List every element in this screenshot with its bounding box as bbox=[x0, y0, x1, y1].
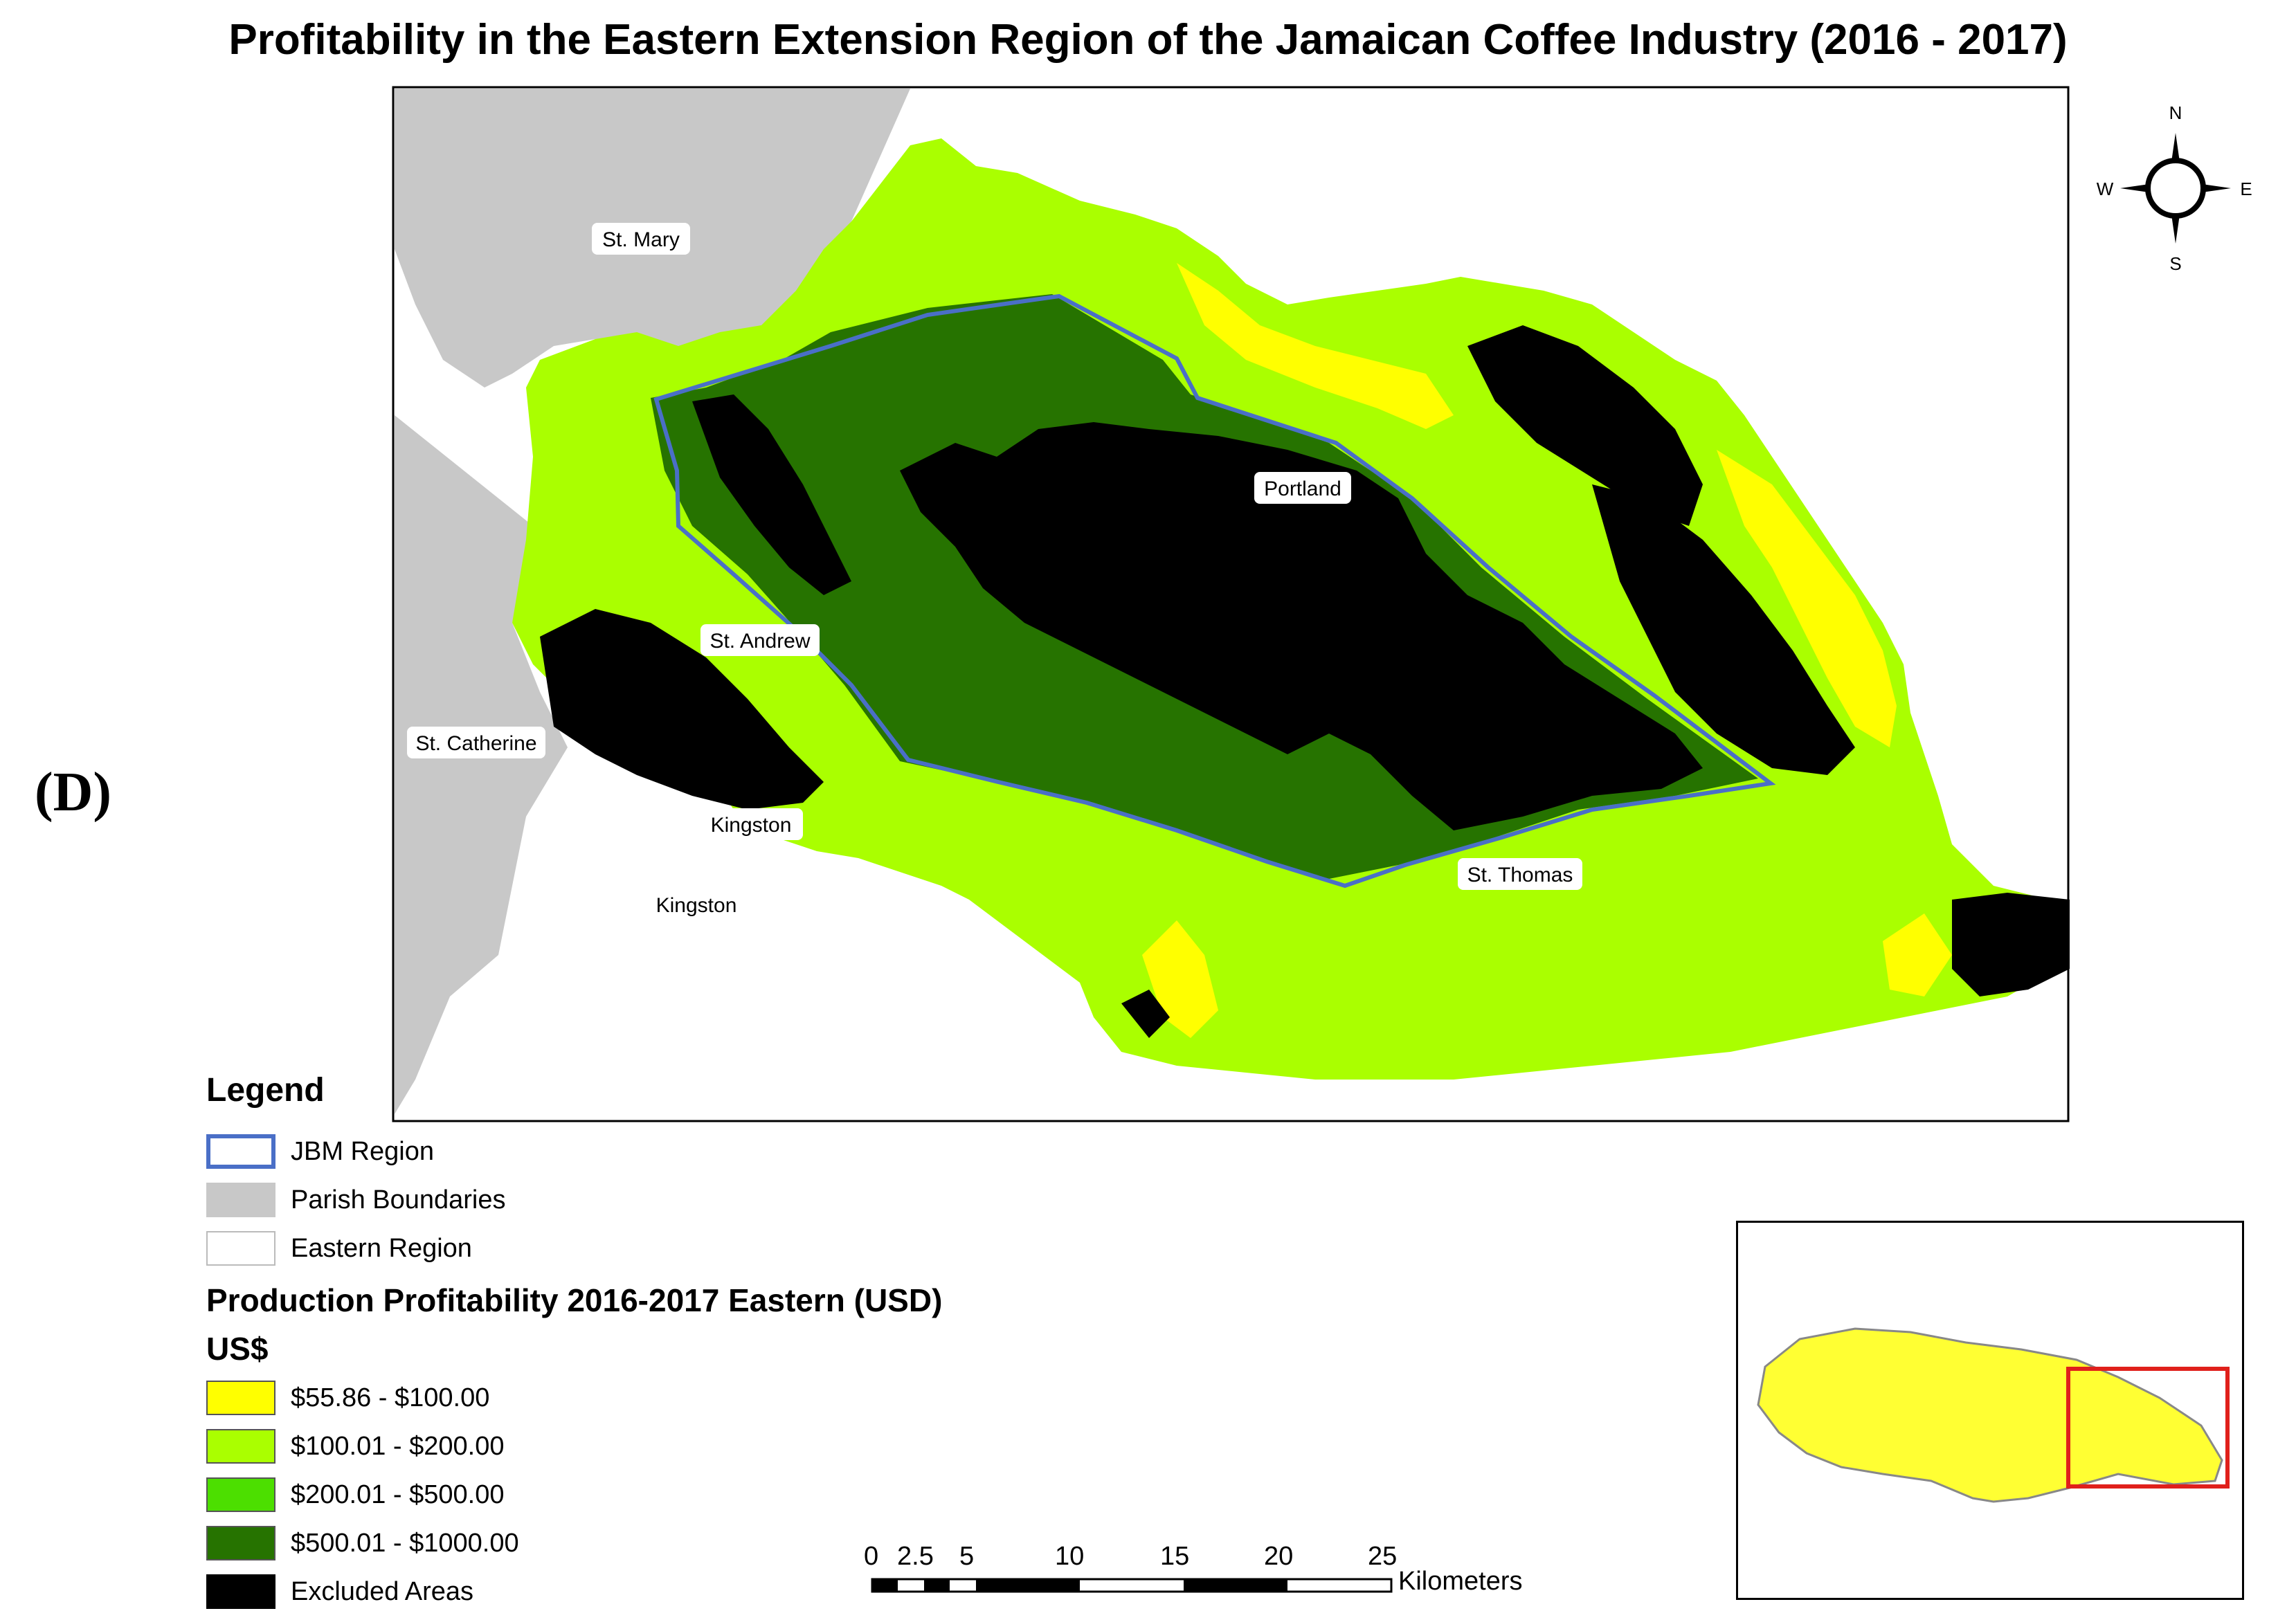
label-st-thomas: St. Thomas bbox=[1458, 858, 1582, 890]
excluded-core bbox=[900, 422, 1703, 830]
legend-label: JBM Region bbox=[291, 1136, 434, 1166]
excluded-swatch bbox=[206, 1574, 275, 1609]
class-2-swatch bbox=[206, 1429, 275, 1464]
label-st-mary: St. Mary bbox=[592, 223, 690, 255]
excluded-northeast bbox=[1467, 325, 1703, 526]
profitability-legend-title: Production Profitability 2016-2017 Easte… bbox=[206, 1282, 943, 1318]
svg-text:Kingston: Kingston bbox=[711, 814, 792, 837]
panel-label: (D) bbox=[35, 762, 112, 823]
legend-label: $200.01 - $500.00 bbox=[291, 1480, 505, 1509]
scale-tick-2-5: 2.5 bbox=[897, 1542, 934, 1571]
jbm-region-swatch bbox=[206, 1134, 275, 1169]
legend-class-excluded: Excluded Areas bbox=[206, 1572, 473, 1611]
excluded-far-east bbox=[1952, 893, 2070, 996]
svg-text:St. Mary: St. Mary bbox=[602, 228, 680, 251]
currency-label: US$ bbox=[206, 1331, 269, 1367]
parish-boundaries-swatch bbox=[206, 1183, 275, 1217]
excluded-south-patch bbox=[1121, 990, 1170, 1038]
legend-label: Excluded Areas bbox=[291, 1576, 474, 1606]
excluded-east bbox=[1592, 484, 1855, 775]
svg-text:Portland: Portland bbox=[1264, 477, 1341, 500]
label-st-andrew: St. Andrew bbox=[700, 624, 820, 656]
compass-icon: N S E W bbox=[2097, 102, 2252, 274]
label-st-catherine: St. Catherine bbox=[407, 727, 545, 758]
legend-class-2: $100.01 - $200.00 bbox=[206, 1427, 505, 1466]
scale-tick-5: 5 bbox=[959, 1542, 975, 1571]
scale-tick-15: 15 bbox=[1160, 1542, 1190, 1571]
map-title: Profitability in the Eastern Extension R… bbox=[228, 16, 2068, 64]
legend-label: $55.86 - $100.00 bbox=[291, 1383, 490, 1412]
svg-text:St. Catherine: St. Catherine bbox=[415, 732, 536, 755]
scale-tick-20: 20 bbox=[1264, 1542, 1294, 1571]
svg-text:St. Andrew: St. Andrew bbox=[709, 630, 810, 653]
legend-title: Legend bbox=[206, 1072, 325, 1109]
legend-class-4: $500.01 - $1000.00 bbox=[206, 1524, 519, 1563]
scale-bar bbox=[871, 1578, 1393, 1593]
svg-text:Kingston: Kingston bbox=[656, 894, 737, 917]
class-4-swatch bbox=[206, 1526, 275, 1560]
label-kingston-1: Kingston bbox=[699, 808, 803, 840]
inset-jamaica-map bbox=[1757, 1327, 2230, 1503]
parish-st-catherine bbox=[395, 415, 568, 1114]
scale-tick-0: 0 bbox=[864, 1542, 879, 1571]
label-portland: Portland bbox=[1254, 472, 1351, 504]
legend-label: Parish Boundaries bbox=[291, 1185, 506, 1214]
legend-class-1: $55.86 - $100.00 bbox=[206, 1378, 489, 1417]
yellow-zone-southeast bbox=[1883, 913, 1952, 996]
legend-class-3: $200.01 - $500.00 bbox=[206, 1475, 505, 1514]
svg-text:E: E bbox=[2240, 179, 2252, 199]
excluded-west bbox=[540, 609, 824, 810]
inset-frame bbox=[1736, 1221, 2244, 1600]
svg-text:W: W bbox=[2097, 179, 2114, 199]
svg-text:N: N bbox=[2169, 102, 2182, 123]
class-3-swatch bbox=[206, 1477, 275, 1512]
scale-tick-10: 10 bbox=[1055, 1542, 1085, 1571]
svg-text:S: S bbox=[2169, 253, 2181, 274]
scale-tick-25: 25 bbox=[1368, 1542, 1398, 1571]
legend-label: $500.01 - $1000.00 bbox=[291, 1528, 519, 1558]
svg-text:St. Thomas: St. Thomas bbox=[1467, 864, 1573, 886]
map-frame bbox=[392, 86, 2070, 1122]
legend-label: Eastern Region bbox=[291, 1233, 472, 1263]
yellow-zone-east bbox=[1717, 450, 1897, 747]
legend-item-jbm-region: JBM Region bbox=[206, 1132, 434, 1171]
legend-item-eastern-region: Eastern Region bbox=[206, 1229, 472, 1268]
legend-label: $100.01 - $200.00 bbox=[291, 1431, 505, 1461]
excluded-northwest bbox=[692, 394, 851, 595]
class-1-swatch bbox=[206, 1381, 275, 1415]
scale-unit: Kilometers bbox=[1398, 1567, 1523, 1596]
eastern-region-swatch bbox=[206, 1231, 275, 1266]
inset-extent-frame bbox=[2066, 1367, 2230, 1489]
legend-item-parish-boundaries: Parish Boundaries bbox=[206, 1181, 506, 1219]
label-kingston-2: Kingston bbox=[647, 889, 746, 920]
jbm-region-outline bbox=[653, 293, 1776, 889]
yellow-zone-north bbox=[1177, 263, 1454, 429]
